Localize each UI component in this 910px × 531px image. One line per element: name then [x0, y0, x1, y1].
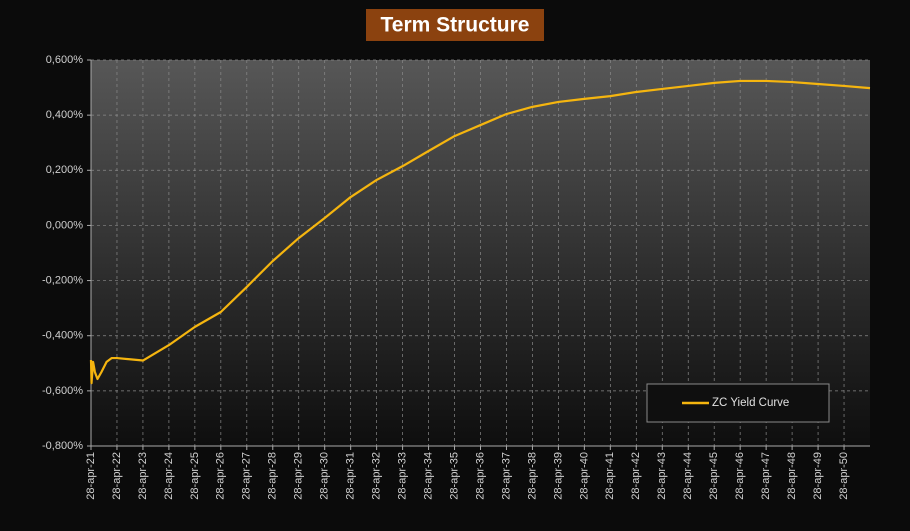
x-tick-label: 28-apr-21 [85, 452, 97, 500]
x-tick-label: 28-apr-50 [838, 452, 850, 500]
chart-title: Term Structure [381, 14, 530, 37]
x-tick-label: 28-apr-36 [474, 452, 486, 500]
x-tick-label: 28-apr-49 [812, 452, 824, 500]
legend-label: ZC Yield Curve [712, 397, 789, 409]
legend-box [646, 383, 830, 423]
x-tick-label: 28-apr-29 [293, 452, 305, 500]
x-tick-label: 28-apr-22 [111, 452, 123, 500]
x-tick-label: 28-apr-42 [630, 452, 642, 500]
x-tick-label: 28-apr-34 [422, 452, 434, 500]
x-tick-label: 28-apr-27 [241, 452, 253, 500]
x-tick-label: 28-apr-25 [189, 452, 201, 500]
x-tick-label: 28-apr-37 [500, 452, 512, 500]
x-tick-label: 28-apr-31 [345, 452, 357, 500]
y-tick-label: -0,800% [42, 440, 83, 452]
y-tick-label: 0,600% [46, 54, 84, 66]
x-tick-label: 28-apr-33 [397, 452, 409, 500]
x-tick-label: 28-apr-38 [526, 452, 538, 500]
x-tick-label: 28-apr-41 [604, 452, 616, 500]
y-tick-label: -0,600% [42, 385, 83, 397]
line-series [89, 79, 871, 385]
x-tick-label: 28-apr-46 [734, 452, 746, 500]
x-tick-label: 28-apr-39 [552, 452, 564, 500]
x-tick-label: 28-apr-24 [163, 452, 175, 500]
y-tick-label: 0,000% [46, 219, 84, 231]
x-tick-label: 28-apr-40 [578, 452, 590, 500]
x-tick-label: 28-apr-35 [448, 452, 460, 500]
x-tick-label: 28-apr-44 [682, 452, 694, 500]
x-tick-label: 28-apr-26 [215, 452, 227, 500]
y-tick-label: -0,200% [42, 274, 83, 286]
x-tick-label: 28-apr-32 [371, 452, 383, 500]
y-tick-label: -0,400% [42, 330, 83, 342]
x-tick-label: 28-apr-47 [760, 452, 772, 500]
x-tick-label: 28-apr-23 [137, 452, 149, 500]
y-tick-label: 0,200% [46, 164, 84, 176]
x-tick-label: 28-apr-48 [786, 452, 798, 500]
x-tick-label: 28-apr-30 [319, 452, 331, 500]
x-tick-label: 28-apr-43 [656, 452, 668, 500]
title-box [366, 9, 544, 41]
x-tick-label: 28-apr-45 [708, 452, 720, 500]
x-tick-label: 28-apr-28 [267, 452, 279, 500]
y-tick-label: 0,400% [46, 109, 84, 121]
